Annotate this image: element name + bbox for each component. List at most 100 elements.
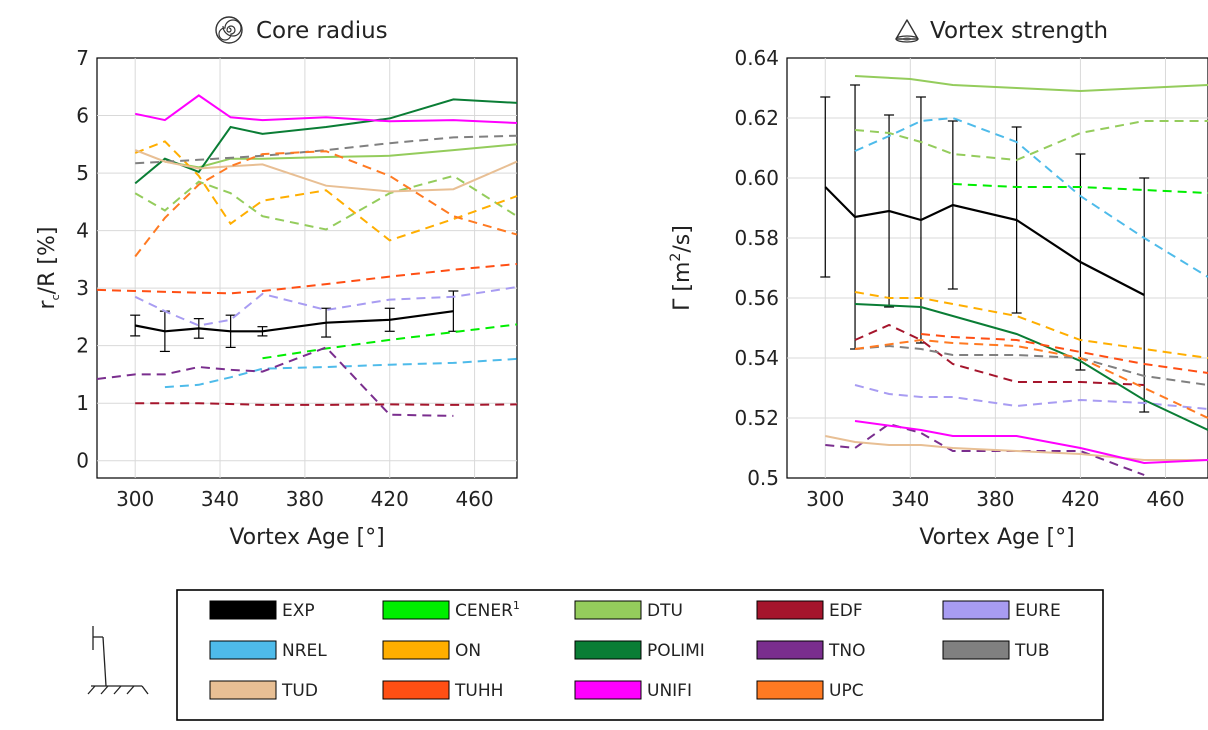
y-tick-label: 5 bbox=[76, 161, 89, 185]
legend-label: UPC bbox=[829, 681, 864, 701]
tick-labels: 300 340 380 420 4600.50.520.540.560.580.600.… bbox=[734, 46, 1184, 511]
legend-item-dtu: DTU bbox=[575, 601, 683, 621]
series-line-polimi bbox=[135, 99, 517, 183]
x-tick-label: 340 bbox=[891, 487, 929, 511]
chart-title: Vortex strength bbox=[930, 18, 1108, 44]
core-radius-title: Core radius bbox=[216, 17, 388, 44]
chart-title: Core radius bbox=[256, 18, 388, 44]
vortex-strength-title: Vortex strength bbox=[896, 18, 1108, 44]
vortex-strength-chart: Vortex strength 300 340 380 420 460 0.5 0.52 0.… bbox=[668, 18, 1208, 550]
legend-swatch bbox=[210, 601, 276, 619]
y-tick-label: 0 bbox=[76, 449, 89, 473]
legend-swatch bbox=[383, 641, 449, 659]
y-tick-label: 0.58 bbox=[734, 226, 779, 250]
legend-item-tno: TNO bbox=[757, 641, 865, 661]
y-tick-label: 3 bbox=[76, 276, 89, 300]
core-radius-chart: Core radius 300 340 380 420 460 0 1 2 3 4 5 6 7 Vort… bbox=[35, 17, 517, 550]
y-label-rest: /R [%] bbox=[35, 227, 60, 295]
legend-swatch bbox=[575, 681, 641, 699]
legend-item-upc: UPC bbox=[757, 681, 864, 701]
y-tick-label: 4 bbox=[76, 219, 89, 243]
x-tick-label: 300 bbox=[806, 487, 844, 511]
legend-swatch bbox=[383, 601, 449, 619]
legend-label: EDF bbox=[829, 601, 863, 621]
legend-label: TNO bbox=[828, 641, 865, 661]
x-tick-label: 420 bbox=[371, 487, 409, 511]
y-tick-label: 0.56 bbox=[734, 286, 779, 310]
series-line-unifi bbox=[855, 421, 1208, 463]
legend-swatch bbox=[575, 641, 641, 659]
x-tick-label: 460 bbox=[455, 487, 493, 511]
y-axis-label: rc/R [%] bbox=[35, 227, 62, 310]
legend-item-edf: EDF bbox=[757, 601, 863, 621]
x-tick-label: 340 bbox=[201, 487, 239, 511]
legend-label: ON bbox=[455, 641, 481, 661]
legend-item-nrel: NREL bbox=[210, 641, 327, 661]
legend-item-exp: EXP bbox=[210, 601, 315, 621]
y-label-post: /s] bbox=[670, 225, 695, 252]
y-tick-label: 0.64 bbox=[734, 46, 779, 70]
legend-item-unifi: UNIFI bbox=[575, 681, 692, 701]
x-axis-label: Vortex Age [°] bbox=[229, 525, 384, 550]
spiral-icon bbox=[216, 17, 242, 43]
legend-swatch bbox=[757, 641, 823, 659]
y-tick-label: 1 bbox=[76, 391, 89, 415]
series-line-dtu bbox=[135, 176, 517, 230]
series-line-upc bbox=[855, 340, 1208, 418]
series-line-tud bbox=[825, 436, 1208, 460]
legend-swatch bbox=[943, 641, 1009, 659]
legend-label: CENER1 bbox=[455, 599, 520, 621]
vortex-cone-icon bbox=[896, 20, 918, 42]
legend-item-on: ON bbox=[383, 641, 481, 661]
series-line-nrel bbox=[855, 118, 1208, 277]
series-line-dtu bbox=[165, 144, 517, 167]
series-lines bbox=[820, 76, 1208, 475]
legend-item-tub: TUB bbox=[943, 641, 1050, 661]
y-tick-label: 0.60 bbox=[734, 166, 779, 190]
series-line-polimi bbox=[855, 304, 1208, 430]
series-line-exp bbox=[825, 187, 1144, 295]
legend-label: POLIMI bbox=[647, 641, 705, 661]
legend-label: EURE bbox=[1015, 601, 1061, 621]
legend-swatch bbox=[757, 681, 823, 699]
y-tick-label: 0.54 bbox=[734, 346, 779, 370]
legend-label: TUD bbox=[281, 681, 318, 701]
legend-label: TUHH bbox=[454, 681, 503, 701]
x-tick-label: 300 bbox=[116, 487, 154, 511]
y-tick-label: 2 bbox=[76, 334, 89, 358]
legend-swatch bbox=[383, 681, 449, 699]
y-tick-label: 0.62 bbox=[734, 106, 779, 130]
y-label-pre: Γ [m bbox=[670, 262, 695, 311]
legend: EXP CENER1 DTU EDF EURE NREL ON POLIMI TNO TUB TUD… bbox=[177, 590, 1103, 720]
x-tick-label: 380 bbox=[286, 487, 324, 511]
series-lines bbox=[97, 95, 517, 416]
x-tick-label: 380 bbox=[976, 487, 1014, 511]
series-line-exp bbox=[135, 311, 453, 331]
wind-turbine-ground-icon bbox=[88, 626, 148, 694]
series-line-dtu bbox=[855, 76, 1208, 91]
legend-swatch bbox=[575, 601, 641, 619]
legend-label: TUB bbox=[1014, 641, 1050, 661]
legend-item-tud: TUD bbox=[210, 681, 318, 701]
legend-item-eure: EURE bbox=[943, 601, 1061, 621]
legend-item-polimi: POLIMI bbox=[575, 641, 705, 661]
x-axis-label: Vortex Age [°] bbox=[919, 525, 1074, 550]
y-label-sup: 2 bbox=[668, 253, 684, 262]
series-line-tuhh bbox=[97, 264, 517, 293]
y-axis-label: Γ [m2/s] bbox=[668, 225, 695, 311]
y-tick-label: 7 bbox=[76, 46, 89, 70]
legend-swatch bbox=[210, 681, 276, 699]
y-tick-label: 6 bbox=[76, 104, 89, 128]
legend-item-tuhh: TUHH bbox=[383, 681, 503, 701]
series-line-dtu bbox=[855, 121, 1208, 160]
legend-swatch bbox=[757, 601, 823, 619]
legend-label: DTU bbox=[647, 601, 683, 621]
y-tick-label: 0.52 bbox=[734, 406, 779, 430]
legend-label: UNIFI bbox=[647, 681, 692, 701]
legend-label: EXP bbox=[282, 601, 315, 621]
legend-swatch bbox=[943, 601, 1009, 619]
error-bar bbox=[820, 97, 830, 277]
y-tick-label: 0.5 bbox=[747, 466, 779, 490]
series-line-tub bbox=[855, 346, 1208, 385]
